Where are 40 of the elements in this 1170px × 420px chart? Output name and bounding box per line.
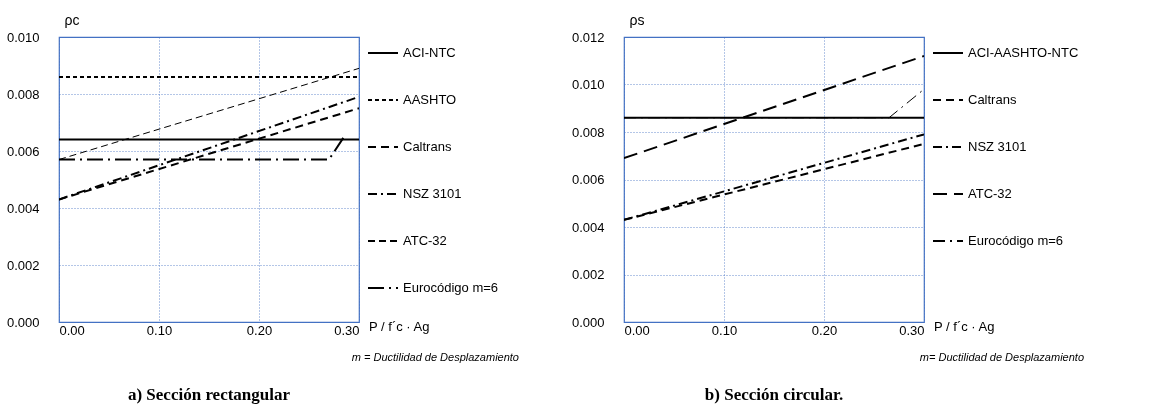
legend-label: Eurocódigo m=6 xyxy=(403,280,499,295)
y-tick-label: 0.008 xyxy=(6,86,40,102)
y-tick-label: 0.008 xyxy=(571,124,605,140)
y-tick-label: 0.004 xyxy=(6,200,40,216)
text: m = Ductilidad de Desplazamiento xyxy=(351,351,519,363)
legend-label: NSZ 3101 xyxy=(403,186,462,201)
legend-label: Eurocódigo m=6 xyxy=(968,233,1064,248)
y-tick-label: 0.010 xyxy=(6,29,40,45)
x-tick-label: 0.20 xyxy=(811,322,838,338)
y-tick-label: 0.004 xyxy=(571,219,605,235)
y-tick-label: 0.006 xyxy=(6,143,40,159)
x-axis-title: P / f´c · Ag xyxy=(369,318,430,334)
legend-label: AASHTO xyxy=(403,92,457,107)
x-tick-label: 0.10 xyxy=(711,322,738,338)
legend-label: NSZ 3101 xyxy=(968,139,1027,154)
y-tick-label: 0.000 xyxy=(6,314,40,330)
x-tick-label: 0.30 xyxy=(334,322,360,338)
legend-label: Caltrans xyxy=(968,92,1017,107)
legend-label: Caltrans xyxy=(403,139,452,154)
x-tick-label: 0.10 xyxy=(146,322,173,338)
text: m= Ductilidad de Desplazamiento xyxy=(919,351,1084,363)
text: b) Sección circular. xyxy=(704,385,844,404)
x-tick-label: 0.30 xyxy=(899,322,925,338)
x-tick-label: 0.00 xyxy=(59,322,85,338)
legend-label: ACI-AASHTO-NTC xyxy=(968,45,1079,60)
y-axis-title: ρc xyxy=(64,11,80,28)
y-tick-label: 0.002 xyxy=(571,267,605,282)
y-tick-label: 0.006 xyxy=(571,172,605,187)
legend-label: ATC-32 xyxy=(968,186,1012,201)
legend-label: ACI-NTC xyxy=(403,45,456,60)
y-tick-label: 0.010 xyxy=(571,77,605,92)
y-tick-label: 0.002 xyxy=(6,257,40,273)
y-axis-title: ρs xyxy=(629,11,645,28)
legend-label: ATC-32 xyxy=(403,233,447,248)
y-tick-label: 0.000 xyxy=(571,314,605,330)
x-axis-title: P / f´c · Ag xyxy=(934,318,995,334)
x-tick-label: 0.00 xyxy=(624,322,650,338)
x-tick-label: 0.20 xyxy=(246,322,273,338)
y-tick-label: 0.012 xyxy=(571,29,605,45)
text: a) Sección rectangular xyxy=(127,385,291,404)
